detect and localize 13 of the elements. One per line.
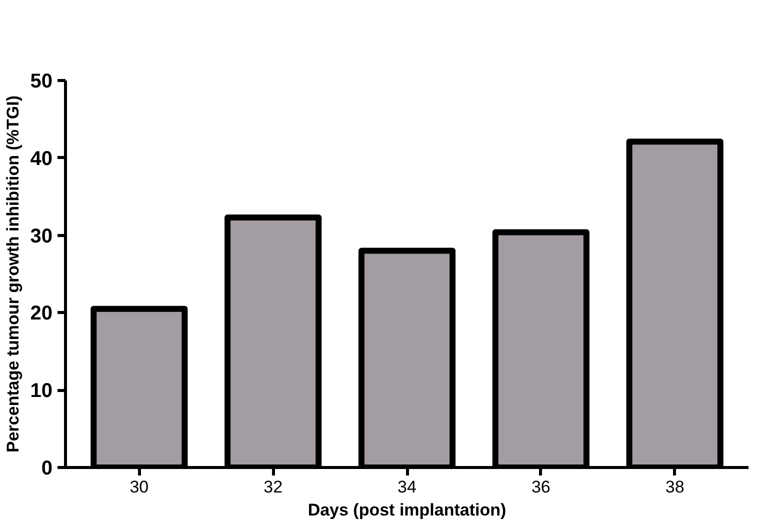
y-axis-title: Percentage tumour growth inhibition (%TGI) xyxy=(3,95,22,452)
y-tick-label: 0 xyxy=(41,458,52,480)
x-tick-label: 30 xyxy=(130,478,149,496)
y-tick-label: 40 xyxy=(30,148,53,170)
x-tick-label: 32 xyxy=(264,478,283,496)
x-tick-label: 36 xyxy=(531,478,550,496)
x-tick-label: 38 xyxy=(665,478,684,496)
y-tick-label: 30 xyxy=(30,225,53,248)
y-tick-label: 10 xyxy=(30,380,53,402)
x-tick-label: 34 xyxy=(398,478,416,496)
x-axis-title: Days (post implantation) xyxy=(308,500,506,520)
y-tick-label: 50 xyxy=(30,70,53,92)
y-tick-label: 20 xyxy=(30,302,53,325)
